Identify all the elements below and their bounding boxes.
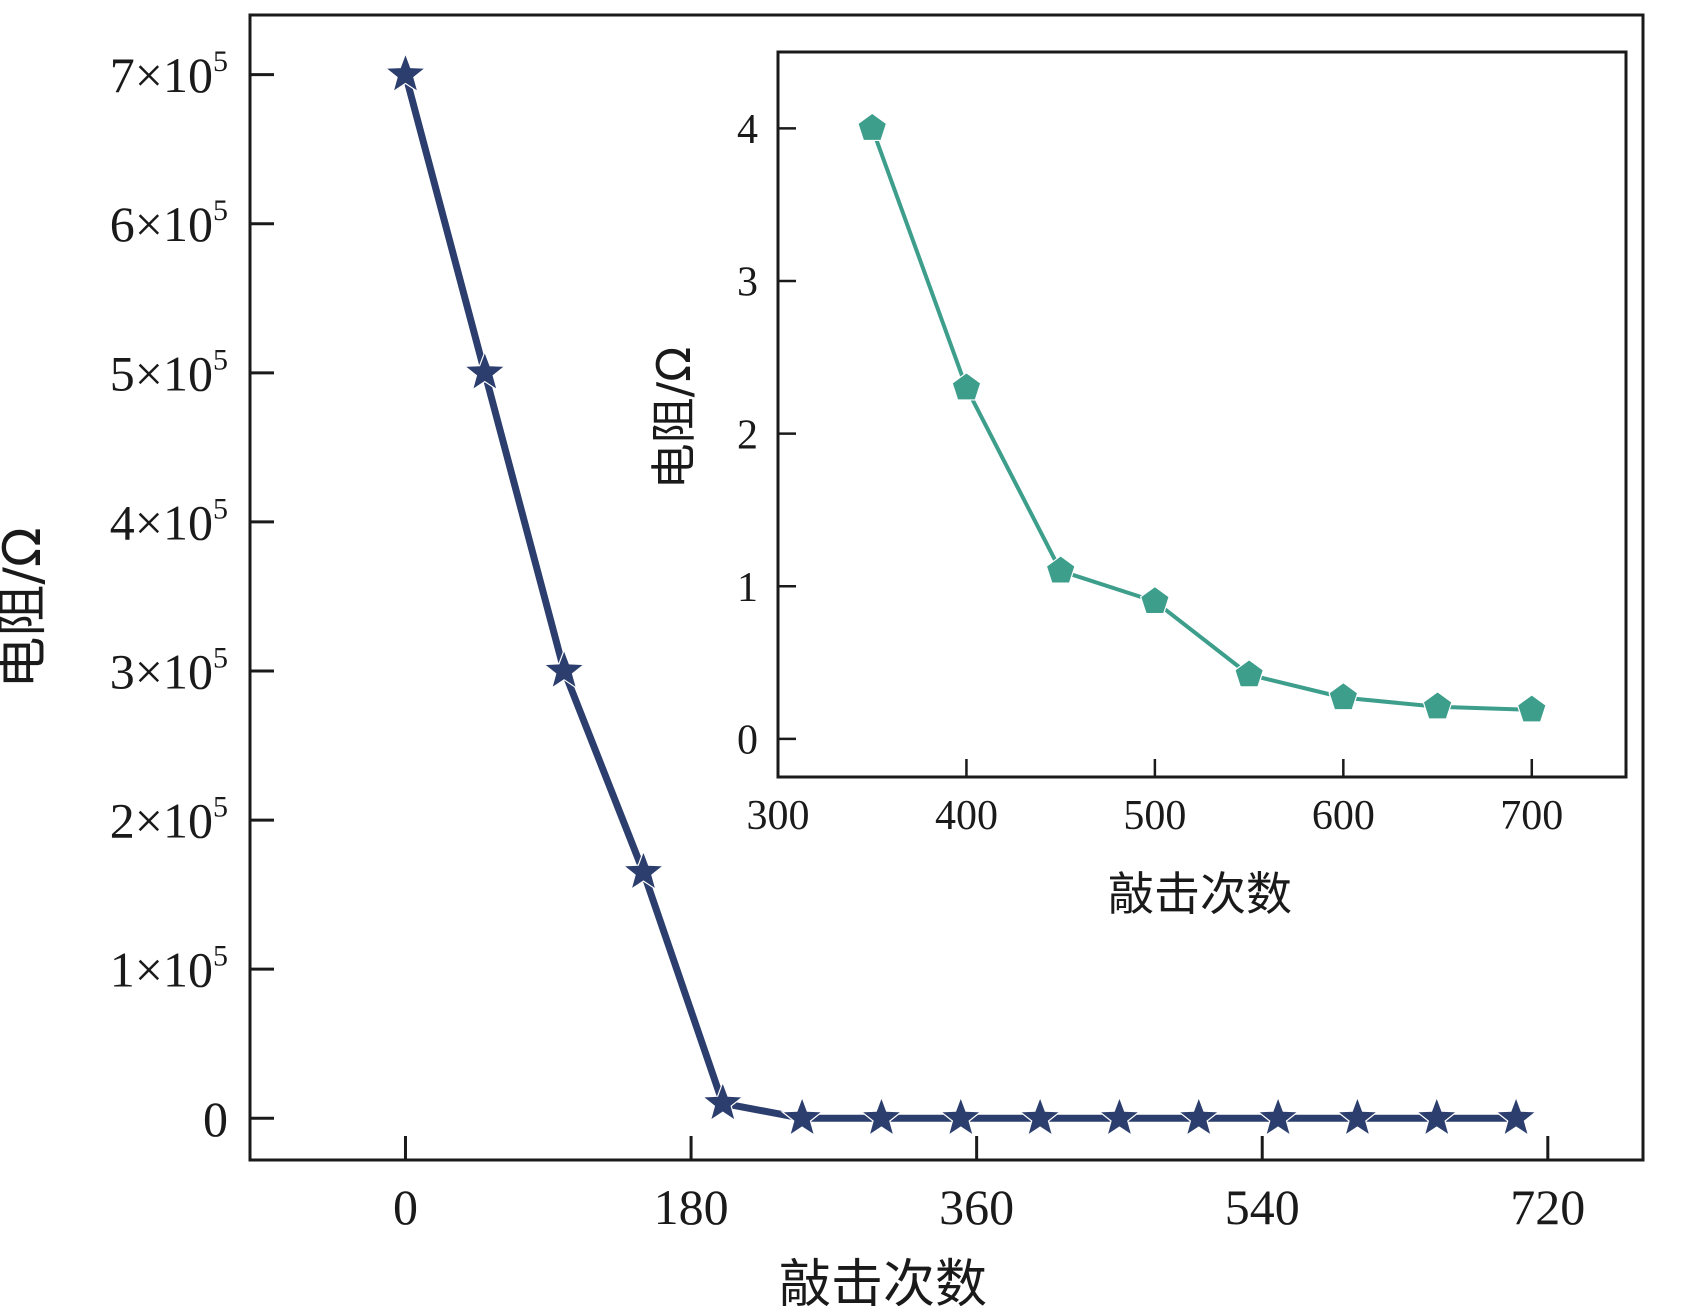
inset-data-point	[1234, 658, 1265, 688]
inset-data-point	[951, 372, 982, 401]
inset-data-point	[1328, 681, 1359, 711]
main-data-point	[1335, 1095, 1380, 1137]
main-x-tick-label: 720	[1510, 1179, 1585, 1235]
inset-y-tick-label: 0	[737, 718, 758, 764]
main-data-point	[463, 350, 507, 392]
main-data-point	[859, 1095, 904, 1137]
main-data-point	[621, 849, 666, 891]
main-y-tick-label: 3×105	[110, 641, 228, 699]
main-y-tick-label: 6×105	[110, 194, 228, 252]
main-y-tick-label: 7×105	[110, 45, 228, 103]
inset-x-tick-label: 600	[1312, 793, 1375, 839]
inset-data-point	[1422, 691, 1453, 720]
main-x-axis-title: 敲击次数	[779, 1255, 987, 1306]
main-x-tick-label: 180	[654, 1179, 729, 1235]
inset-plot: 300 400 500 600 700 0 1 2 3 4 敲击次数 电阻/Ω	[647, 50, 1628, 921]
main-y-axis-title: 电阻/Ω	[0, 527, 53, 688]
inset-y-axis-title: 电阻/Ω	[647, 347, 701, 490]
inset-y-tick-label: 4	[737, 107, 758, 153]
inset-y-tick-label: 3	[737, 260, 758, 306]
main-data-point	[780, 1095, 824, 1137]
main-y-tick-label: 0	[203, 1091, 228, 1147]
main-data-point	[542, 648, 586, 690]
inset-data-point	[1516, 694, 1547, 723]
main-data-point	[1415, 1095, 1459, 1137]
main-data-point	[383, 51, 428, 94]
main-data-point	[1494, 1095, 1538, 1137]
inset-series-line	[870, 126, 1534, 712]
inset-x-tick-label: 300	[747, 793, 810, 839]
main-x-tick-label: 360	[939, 1179, 1014, 1235]
main-data-point	[1256, 1095, 1300, 1137]
inset-frame	[776, 50, 1628, 779]
main-y-tick-label: 1×105	[110, 940, 228, 998]
inset-data-point	[1139, 585, 1170, 615]
inset-x-axis-title: 敲击次数	[1108, 867, 1292, 921]
main-y-tick-label: 5×105	[110, 343, 228, 401]
main-data-point	[1177, 1095, 1221, 1137]
main-y-tick-label: 4×105	[110, 492, 228, 550]
main-x-tick-label: 540	[1225, 1179, 1300, 1235]
inset-data-point	[857, 112, 888, 142]
main-data-point	[939, 1095, 983, 1137]
inset-y-tick-label: 2	[737, 412, 758, 458]
main-data-point	[1097, 1095, 1142, 1137]
main-data-point	[1018, 1095, 1062, 1137]
main-y-tick-label: 2×105	[110, 791, 228, 849]
main-x-tick-label: 0	[393, 1179, 418, 1235]
inset-x-tick-label: 700	[1500, 793, 1563, 839]
inset-x-tick-label: 400	[935, 793, 998, 839]
inset-x-tick-label: 500	[1123, 793, 1186, 839]
inset-data-point	[1045, 555, 1076, 584]
inset-y-tick-label: 1	[737, 565, 758, 611]
main-data-point	[701, 1080, 745, 1122]
